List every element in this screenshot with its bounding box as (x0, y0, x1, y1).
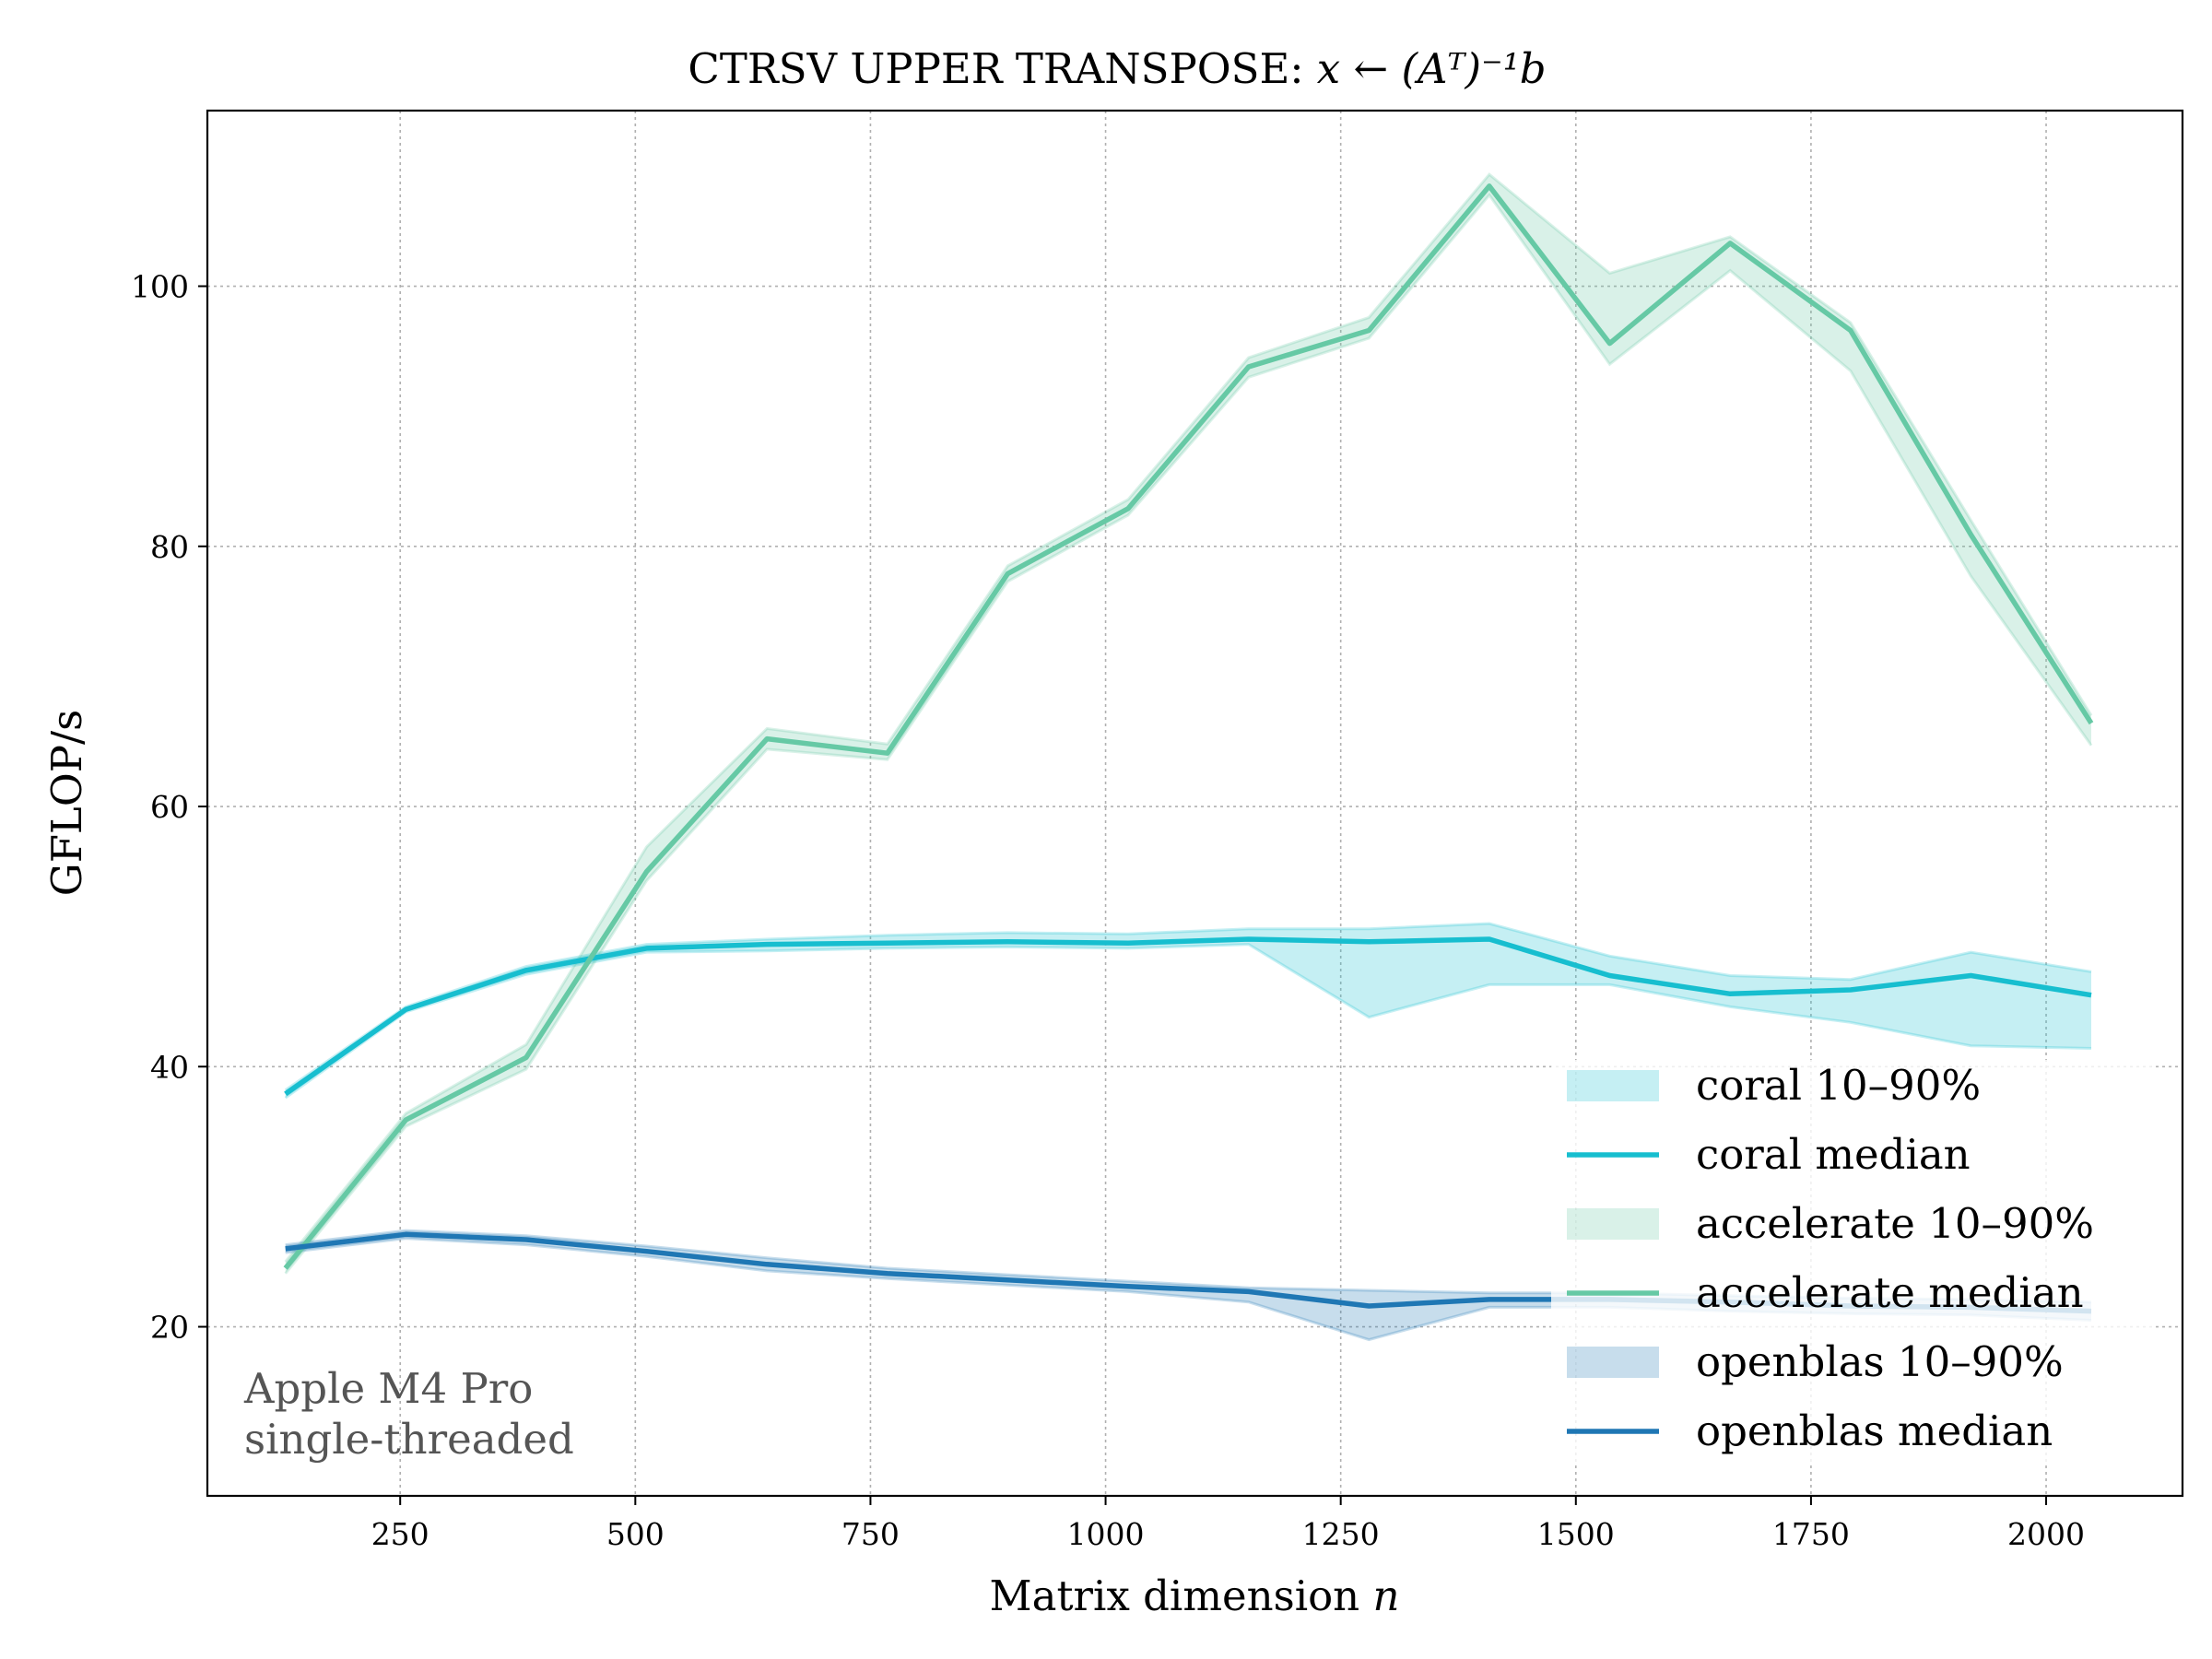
x-axis-label: Matrix dimension n (990, 1571, 1400, 1620)
accelerate-p10-trace (284, 193, 2093, 1275)
legend-label: coral median (1696, 1130, 1971, 1179)
legend: coral 10–90% coral median accelerate 10–90… (1551, 1060, 2152, 1465)
percentile-bands (285, 174, 2092, 1340)
legend-label: coral 10–90% (1696, 1061, 1981, 1110)
x-axis-label-prefix: Matrix dimension (990, 1571, 1373, 1620)
plot-frame (206, 109, 2184, 1498)
legend-swatch-accelerate-band (1567, 1208, 1659, 1240)
hardware-annotation-line-1: Apple M4 Pro (243, 1364, 533, 1413)
y-tick-label: 20 (150, 1310, 189, 1346)
x-tick-label: 250 (371, 1516, 429, 1552)
x-tick-label: 1250 (1302, 1516, 1380, 1552)
y-axis-label: GFLOP/s (42, 710, 91, 896)
accelerate-median-line (283, 183, 2094, 1270)
y-tick-label: 60 (150, 789, 189, 825)
legend-label: accelerate median (1696, 1268, 2084, 1317)
y-tick-label: 80 (150, 529, 189, 565)
hardware-annotation-line-2: single-threaded (244, 1415, 574, 1464)
legend-label: accelerate 10–90% (1696, 1199, 2094, 1248)
ticks: 250 500 750 1000 1250 1500 1750 2000 20 40 60 80 100 (131, 269, 2085, 1552)
hardware-annotation: Apple M4 Pro single-threaded (243, 1364, 574, 1464)
x-tick-label: 2000 (2007, 1516, 2085, 1552)
x-tick-label: 1000 (1067, 1516, 1145, 1552)
x-tick-label: 750 (841, 1516, 900, 1552)
chart-title-prefix: CTRSV UPPER TRANSPOSE: (688, 44, 1316, 93)
coral-band (285, 924, 2092, 1099)
legend-label: openblas median (1696, 1406, 2053, 1455)
y-tick-label: 100 (131, 269, 189, 305)
y-tick-label: 40 (150, 1049, 189, 1085)
chart-title-math: x ← (Aᵀ)⁻¹b (1317, 44, 1547, 93)
legend-swatch-coral-band (1567, 1070, 1659, 1101)
x-axis-label-var: n (1372, 1571, 1399, 1620)
legend-background (1551, 1060, 2152, 1465)
coral-median-line (284, 936, 2092, 1097)
x-tick-label: 500 (606, 1516, 665, 1552)
grid (207, 111, 2183, 1496)
legend-label: openblas 10–90% (1696, 1337, 2064, 1386)
legend-swatch-openblas-band (1567, 1347, 1659, 1378)
x-tick-label: 1750 (1772, 1516, 1850, 1552)
accelerate-p90-trace (284, 172, 2093, 1263)
chart-title: CTRSV UPPER TRANSPOSE: x ← (Aᵀ)⁻¹b (688, 44, 1546, 93)
openblas-band (285, 1230, 2092, 1340)
x-tick-label: 1500 (1537, 1516, 1615, 1552)
coral-p90-trace (284, 922, 2092, 1091)
